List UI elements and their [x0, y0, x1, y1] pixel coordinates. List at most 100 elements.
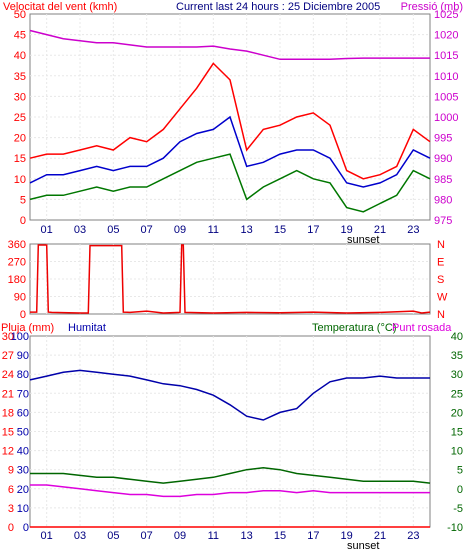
- y-tick-label: 80: [17, 369, 29, 381]
- y-tick-label: -10: [447, 522, 463, 534]
- y-tick-label: 40: [451, 331, 463, 343]
- y-tick-label: 35: [14, 71, 26, 83]
- chart-header: Current last 24 hours : 25 Diciembre 200…: [176, 1, 380, 13]
- y-tick-label: 30: [17, 465, 29, 477]
- series-pressure: [29, 29, 430, 61]
- wind-panel-series: [29, 29, 431, 213]
- x-tick-label: 17: [307, 224, 319, 236]
- series-temperature: [30, 467, 431, 484]
- y-tick-label: 20: [451, 407, 463, 419]
- y-tick-label: 27: [2, 350, 14, 362]
- direction-y-axis: 0 90 180 270 360: [8, 239, 26, 321]
- series-dew_point: [30, 484, 430, 498]
- x-tick-label: 03: [74, 530, 86, 542]
- y-tick-label: 30: [14, 91, 26, 103]
- x-tick-label: 01: [41, 224, 53, 236]
- series-wind_min: [29, 153, 431, 213]
- y-tick-label: 990: [434, 153, 452, 165]
- x-tick-label: 15: [274, 224, 286, 236]
- x-tick-label: 07: [141, 224, 153, 236]
- x-tick-label: 05: [107, 530, 119, 542]
- y-tick-label: 6: [8, 484, 14, 496]
- y-tick-label: 15: [14, 153, 26, 165]
- y-tick-label: 360: [8, 239, 26, 251]
- y-tick-label: 10: [451, 446, 463, 458]
- x-tick-label: 11: [208, 530, 219, 542]
- x-tick-label: 23: [407, 224, 419, 236]
- y-tick-label: 50: [17, 427, 29, 439]
- x-tick-label: 19: [341, 224, 353, 236]
- wind-y-axis: 0 5 10 15 20 25 30 35 40 45 50: [14, 9, 26, 227]
- x-tick-label: 05: [107, 224, 119, 236]
- y-tick-label: 70: [17, 388, 29, 400]
- y-tick-label: 40: [17, 446, 29, 458]
- compass-label: W: [437, 292, 448, 304]
- compass-label: E: [437, 257, 444, 269]
- wind-title: Velocitat del vent (kmh): [3, 1, 117, 13]
- x-tick-label: 17: [307, 530, 319, 542]
- y-tick-label: 0: [8, 522, 14, 534]
- y-tick-label: -5: [453, 503, 463, 515]
- y-tick-label: 40: [14, 50, 26, 62]
- x-tick-label: 11: [208, 224, 219, 236]
- y-tick-label: 980: [434, 194, 452, 206]
- x-tick-label: 07: [141, 530, 153, 542]
- series-wind_mean: [29, 115, 431, 188]
- y-tick-label: 1010: [434, 71, 458, 83]
- climate-panel-series: [29, 369, 431, 528]
- y-tick-label: 1005: [434, 91, 458, 103]
- y-tick-label: 3: [8, 503, 14, 515]
- y-tick-label: 30: [451, 369, 463, 381]
- climate-x-axis: 01 03 05 07 09 11 13 15 17 19 21 23: [41, 530, 420, 542]
- y-tick-label: 1015: [434, 50, 458, 62]
- direction-panel-series: [30, 244, 431, 314]
- y-tick-label: 995: [434, 133, 452, 145]
- y-tick-label: 0: [23, 522, 29, 534]
- y-tick-label: 0: [457, 484, 463, 496]
- y-tick-label: 25: [14, 112, 26, 124]
- rain-title: Pluja (mm): [1, 322, 54, 334]
- series-humidity: [29, 369, 430, 421]
- x-tick-label: 03: [74, 224, 86, 236]
- y-tick-label: 90: [14, 292, 26, 304]
- x-tick-label: 09: [174, 530, 186, 542]
- compass-label: N: [437, 239, 445, 251]
- x-tick-label: 23: [407, 530, 419, 542]
- rain-y-axis: 0 3 6 9 12 15 18 21 24 27 30: [2, 331, 14, 534]
- climate-sunset-label: sunset: [347, 540, 379, 552]
- y-tick-label: 5: [457, 465, 463, 477]
- y-tick-label: 24: [2, 369, 14, 381]
- y-tick-label: 10: [17, 503, 29, 515]
- y-tick-label: 5: [20, 194, 26, 206]
- x-tick-label: 01: [41, 530, 53, 542]
- compass-label: S: [437, 274, 444, 286]
- temperature-title: Temperatura (°C): [312, 322, 396, 334]
- series-wind_max: [29, 62, 431, 180]
- wind-x-axis: 01 03 05 07 09 11 13 15 17 19 21 23: [41, 224, 420, 236]
- x-tick-label: 13: [241, 224, 253, 236]
- pressure-title: Pressió (mb): [401, 1, 463, 13]
- y-tick-label: 60: [17, 407, 29, 419]
- climate-panel-grid: [30, 336, 430, 527]
- y-tick-label: 0: [20, 309, 26, 321]
- y-tick-label: 18: [2, 407, 14, 419]
- y-tick-label: 985: [434, 174, 452, 186]
- y-tick-label: 20: [14, 133, 26, 145]
- x-tick-label: 21: [374, 530, 386, 542]
- y-tick-label: 90: [17, 350, 29, 362]
- y-tick-label: 20: [17, 484, 29, 496]
- y-tick-label: 12: [2, 446, 14, 458]
- x-tick-label: 19: [341, 530, 353, 542]
- y-tick-label: 100: [11, 331, 29, 343]
- x-tick-label: 21: [374, 224, 386, 236]
- y-tick-label: 975: [434, 215, 452, 227]
- y-tick-label: 180: [8, 274, 26, 286]
- compass-label: N: [437, 309, 445, 321]
- y-tick-label: 15: [2, 427, 14, 439]
- y-tick-label: 1000: [434, 112, 458, 124]
- direction-panel-grid: [30, 244, 430, 314]
- y-tick-label: 15: [451, 427, 463, 439]
